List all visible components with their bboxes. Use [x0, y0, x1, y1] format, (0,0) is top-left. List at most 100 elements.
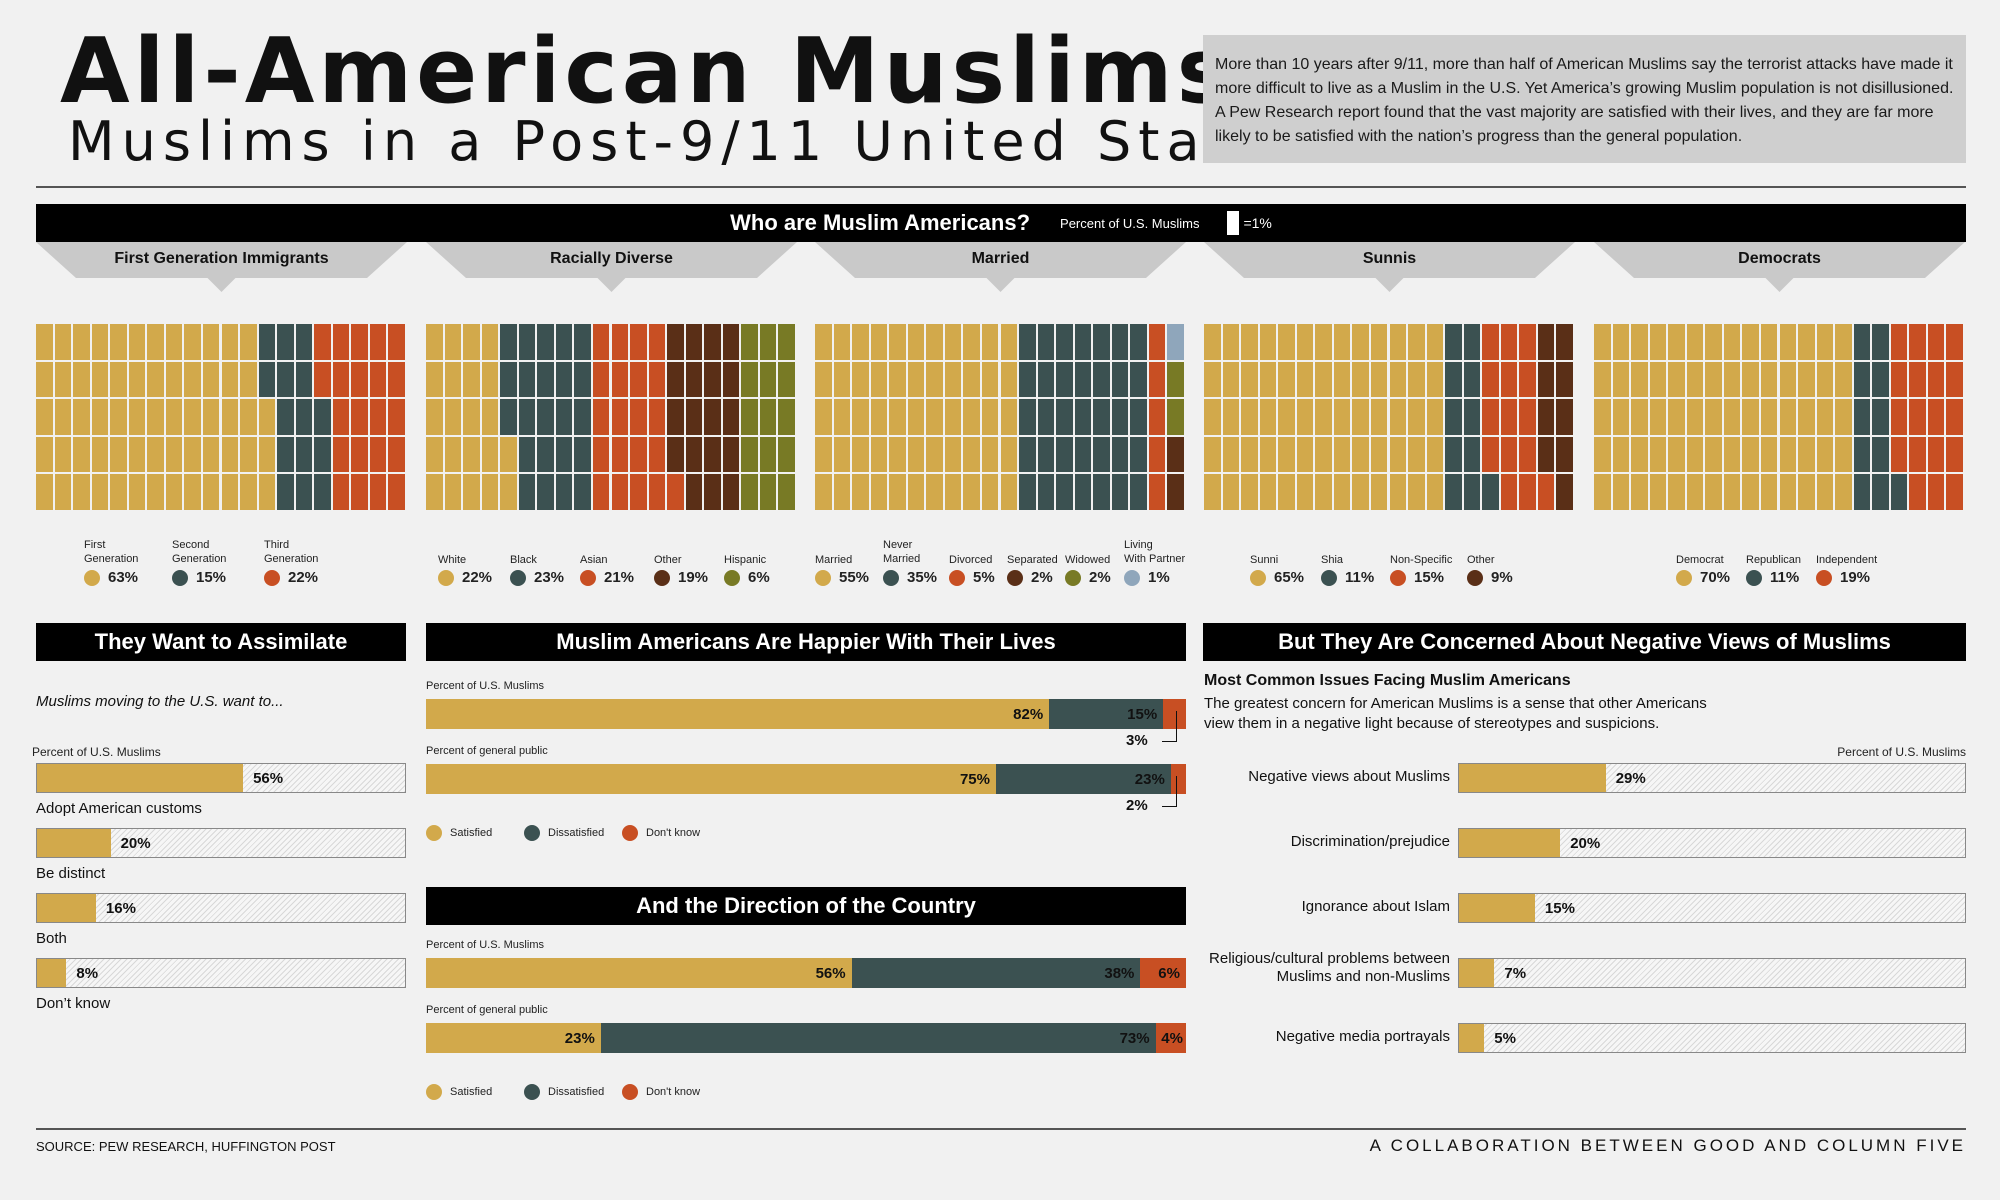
- waffle-cell: [351, 474, 368, 510]
- waffle-cell: [1835, 436, 1852, 473]
- waffle-cell: [1631, 361, 1648, 398]
- waffle-cell: [1890, 361, 1908, 398]
- happier-row-label: Percent of general public: [426, 745, 548, 757]
- direction-stacked-bar: 23% 73% 4%: [426, 1023, 1186, 1053]
- waffle-cell: [1760, 324, 1778, 360]
- waffle-cell: [518, 436, 536, 473]
- assimilate-title: They Want to Assimilate: [94, 629, 348, 654]
- waffle-cell: [258, 474, 276, 510]
- waffle-cell: [1649, 436, 1667, 473]
- waffle-cell: [1909, 324, 1926, 360]
- waffle-cell: [147, 361, 164, 398]
- waffle-cell: [332, 361, 350, 398]
- direction-stacked-bar: 56% 38% 6%: [426, 958, 1186, 988]
- waffle-cell: [1111, 324, 1129, 360]
- waffle-cell: [1000, 361, 1018, 398]
- waffle-cell: [1742, 399, 1759, 435]
- waffle-cell: [1500, 399, 1518, 435]
- waffle-cell: [1093, 474, 1110, 510]
- who-section-header: Who are Muslim Americans? Percent of U.S…: [36, 204, 1966, 242]
- panel-banner: [426, 242, 797, 292]
- waffle-cell: [240, 436, 257, 473]
- happier-header: Muslim Americans Are Happier With Their …: [426, 623, 1186, 661]
- waffle-cell: [1853, 474, 1871, 510]
- waffle-cell: [537, 474, 554, 510]
- waffle-cell: [741, 436, 758, 473]
- waffle-cell: [36, 474, 53, 510]
- panel-banner: [1204, 242, 1575, 292]
- legend-item-non-specific: 15%: [1390, 569, 1444, 586]
- waffle-cell: [1760, 436, 1778, 473]
- legend-dot: [438, 569, 454, 586]
- legend-item-republican: 11%: [1746, 569, 1799, 586]
- waffle-cell: [369, 361, 387, 398]
- assimilate-header: They Want to Assimilate: [36, 623, 406, 661]
- waffle-cell: [1556, 399, 1573, 435]
- waffle-cell: [36, 436, 53, 473]
- waffle-cell: [1872, 436, 1889, 473]
- concern-bar-fill: [1459, 764, 1606, 792]
- waffle-cell: [202, 474, 220, 510]
- header-divider: [36, 186, 1966, 188]
- waffle-cell: [500, 361, 517, 398]
- waffle-cell: [518, 399, 536, 435]
- waffle-cell: [1148, 324, 1166, 360]
- waffle-cell: [1148, 399, 1166, 435]
- waffle-cell: [147, 324, 164, 360]
- direction-segment-don-t-know: 6%: [1140, 958, 1186, 988]
- assimilate-bar-fill: [37, 829, 111, 857]
- waffle-cell: [1278, 474, 1295, 510]
- panel-title: Married: [971, 250, 1030, 267]
- waffle-cell: [1019, 436, 1036, 473]
- waffle-cell: [1278, 361, 1295, 398]
- assimilate-bar-value: 8%: [76, 964, 99, 982]
- waffle-cell: [1333, 324, 1351, 360]
- waffle-cell: [1723, 361, 1741, 398]
- waffle-cell: [1686, 436, 1704, 473]
- waffle-cell: [1872, 474, 1889, 510]
- waffle-cell: [1056, 436, 1073, 473]
- waffle-cell: [870, 474, 888, 510]
- waffle-cell: [1333, 474, 1351, 510]
- legend-dot: [622, 1084, 638, 1100]
- waffle-cell: [1074, 399, 1092, 435]
- waffle-cell: [1426, 324, 1444, 360]
- waffle-cell: [1872, 399, 1889, 435]
- waffle-cell: [258, 436, 276, 473]
- waffle-cell: [1463, 324, 1481, 360]
- panel-banner: [1594, 242, 1965, 292]
- waffle-cell: [833, 399, 851, 435]
- waffle-cell: [1631, 399, 1648, 435]
- waffle-cell: [1296, 436, 1314, 473]
- waffle-cell: [1315, 324, 1332, 360]
- legend-label-sunni: Sunni: [1250, 554, 1279, 566]
- happier-segment-satisfied: 75%: [426, 764, 996, 794]
- waffle-cell: [815, 324, 832, 360]
- waffle-cell: [963, 474, 980, 510]
- waffle-cell: [426, 324, 443, 360]
- legend-value: 21%: [604, 569, 635, 586]
- waffle-cell: [1019, 324, 1036, 360]
- waffle-cell: [852, 361, 869, 398]
- assimilate-category-be-distinct: Be distinct: [36, 865, 106, 882]
- waffle-cell: [295, 474, 313, 510]
- waffle-cell: [1594, 399, 1611, 435]
- waffle-cell: [36, 324, 53, 360]
- waffle-cell: [870, 399, 888, 435]
- waffle-cell: [110, 399, 127, 435]
- concern-bar: 29%: [1458, 763, 1966, 793]
- happier-segment-dissatisfied: 15%: [1049, 699, 1164, 729]
- waffle-cell: [1649, 324, 1667, 360]
- waffle-cell: [500, 474, 517, 510]
- legend-label-other: Other: [1467, 554, 1495, 566]
- waffle-cell: [54, 474, 72, 510]
- waffle-cell: [369, 324, 387, 360]
- waffle-cell: [1798, 436, 1815, 473]
- waffle-cell: [1352, 361, 1369, 398]
- waffle-cell: [1890, 436, 1908, 473]
- waffle-cell: [704, 399, 721, 435]
- waffle-cell: [1074, 361, 1092, 398]
- assimilate-intro: Muslims moving to the U.S. want to...: [36, 693, 284, 710]
- waffle-cell: [463, 436, 480, 473]
- waffle-cell: [1259, 436, 1277, 473]
